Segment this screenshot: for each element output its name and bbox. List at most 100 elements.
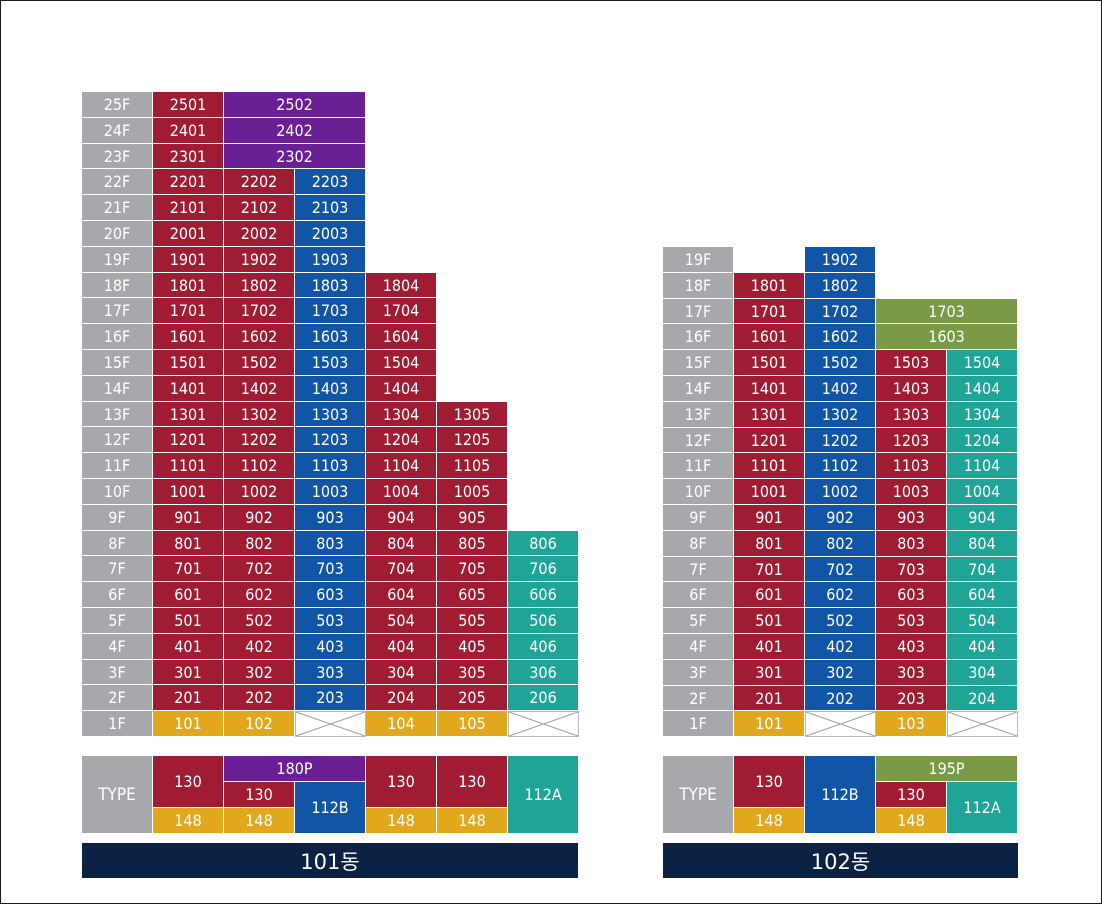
unit-2002[interactable]: 2002: [224, 221, 295, 247]
unit-1502[interactable]: 1502: [805, 350, 876, 376]
unit-704[interactable]: 704: [366, 556, 437, 582]
unit-2502[interactable]: 2502: [224, 92, 366, 118]
unit-602[interactable]: 602: [224, 582, 295, 608]
unit-1102[interactable]: 1102: [805, 453, 876, 479]
unit-1603[interactable]: 1603: [876, 324, 1018, 350]
unit-903[interactable]: 903: [876, 505, 947, 531]
unit-1304[interactable]: 1304: [366, 402, 437, 427]
unit-406[interactable]: 406: [508, 634, 579, 660]
unit-1602[interactable]: 1602: [224, 324, 295, 350]
unit-201[interactable]: 201: [734, 686, 805, 711]
unit-1701[interactable]: 1701: [734, 299, 805, 324]
unit-2103[interactable]: 2103: [295, 195, 366, 221]
unit-1801[interactable]: 1801: [734, 273, 805, 299]
unit-1201[interactable]: 1201: [153, 427, 224, 453]
unit-101[interactable]: 101: [153, 711, 224, 737]
unit-1002[interactable]: 1002: [805, 479, 876, 505]
unit-1401[interactable]: 1401: [734, 376, 805, 402]
unit-1903[interactable]: 1903: [295, 247, 366, 273]
unit-501[interactable]: 501: [734, 608, 805, 634]
unit-601[interactable]: 601: [734, 582, 805, 608]
unit-1702[interactable]: 1702: [805, 299, 876, 324]
unit-904[interactable]: 904: [366, 505, 437, 531]
unit-1402[interactable]: 1402: [224, 376, 295, 402]
unit-1503[interactable]: 1503: [876, 350, 947, 376]
unit-1303[interactable]: 1303: [295, 402, 366, 427]
unit-1004[interactable]: 1004: [366, 479, 437, 505]
unit-402[interactable]: 402: [224, 634, 295, 660]
unit-203[interactable]: 203: [876, 686, 947, 711]
unit-1403[interactable]: 1403: [876, 376, 947, 402]
unit-203[interactable]: 203: [295, 685, 366, 711]
unit-701[interactable]: 701: [734, 557, 805, 582]
unit-2201[interactable]: 2201: [153, 169, 224, 195]
unit-303[interactable]: 303: [876, 660, 947, 686]
unit-504[interactable]: 504: [947, 608, 1018, 634]
unit-702[interactable]: 702: [224, 556, 295, 582]
unit-803[interactable]: 803: [295, 531, 366, 556]
unit-1204[interactable]: 1204: [947, 428, 1018, 453]
unit-1104[interactable]: 1104: [366, 453, 437, 479]
unit-1105[interactable]: 1105: [437, 453, 508, 479]
unit-2301[interactable]: 2301: [153, 144, 224, 169]
unit-303[interactable]: 303: [295, 660, 366, 685]
unit-1001[interactable]: 1001: [153, 479, 224, 505]
unit-2101[interactable]: 2101: [153, 195, 224, 221]
unit-805[interactable]: 805: [437, 531, 508, 556]
unit-301[interactable]: 301: [153, 660, 224, 685]
unit-2203[interactable]: 2203: [295, 169, 366, 195]
unit-1404[interactable]: 1404: [947, 376, 1018, 402]
unit-604[interactable]: 604: [947, 582, 1018, 608]
unit-403[interactable]: 403: [295, 634, 366, 660]
unit-901[interactable]: 901: [734, 505, 805, 531]
unit-603[interactable]: 603: [876, 582, 947, 608]
unit-1401[interactable]: 1401: [153, 376, 224, 402]
unit-604[interactable]: 604: [366, 582, 437, 608]
unit-802[interactable]: 802: [224, 531, 295, 556]
unit-505[interactable]: 505: [437, 608, 508, 634]
unit-102[interactable]: 102: [224, 711, 295, 737]
unit-602[interactable]: 602: [805, 582, 876, 608]
unit-801[interactable]: 801: [734, 531, 805, 557]
unit-1801[interactable]: 1801: [153, 273, 224, 298]
unit-1504[interactable]: 1504: [947, 350, 1018, 376]
unit-902[interactable]: 902: [805, 505, 876, 531]
unit-404[interactable]: 404: [366, 634, 437, 660]
unit-105[interactable]: 105: [437, 711, 508, 737]
unit-1902[interactable]: 1902: [224, 247, 295, 273]
unit-1504[interactable]: 1504: [366, 350, 437, 376]
unit-2302[interactable]: 2302: [224, 144, 366, 169]
unit-1302[interactable]: 1302: [805, 402, 876, 428]
unit-305[interactable]: 305: [437, 660, 508, 685]
unit-502[interactable]: 502: [224, 608, 295, 634]
unit-1202[interactable]: 1202: [224, 427, 295, 453]
unit-701[interactable]: 701: [153, 556, 224, 582]
unit-306[interactable]: 306: [508, 660, 579, 685]
unit-301[interactable]: 301: [734, 660, 805, 686]
unit-1203[interactable]: 1203: [876, 428, 947, 453]
unit-1704[interactable]: 1704: [366, 298, 437, 324]
unit-1305[interactable]: 1305: [437, 402, 508, 427]
unit-405[interactable]: 405: [437, 634, 508, 660]
unit-802[interactable]: 802: [805, 531, 876, 557]
unit-904[interactable]: 904: [947, 505, 1018, 531]
unit-1902[interactable]: 1902: [805, 247, 876, 273]
unit-302[interactable]: 302: [224, 660, 295, 685]
unit-1702[interactable]: 1702: [224, 298, 295, 324]
unit-1804[interactable]: 1804: [366, 273, 437, 298]
unit-1303[interactable]: 1303: [876, 402, 947, 428]
unit-1005[interactable]: 1005: [437, 479, 508, 505]
unit-1503[interactable]: 1503: [295, 350, 366, 376]
unit-1003[interactable]: 1003: [876, 479, 947, 505]
unit-202[interactable]: 202: [805, 686, 876, 711]
unit-603[interactable]: 603: [295, 582, 366, 608]
unit-803[interactable]: 803: [876, 531, 947, 557]
unit-2202[interactable]: 2202: [224, 169, 295, 195]
unit-1302[interactable]: 1302: [224, 402, 295, 427]
unit-1003[interactable]: 1003: [295, 479, 366, 505]
unit-1001[interactable]: 1001: [734, 479, 805, 505]
unit-304[interactable]: 304: [947, 660, 1018, 686]
unit-806[interactable]: 806: [508, 531, 579, 556]
unit-1404[interactable]: 1404: [366, 376, 437, 402]
unit-1103[interactable]: 1103: [295, 453, 366, 479]
